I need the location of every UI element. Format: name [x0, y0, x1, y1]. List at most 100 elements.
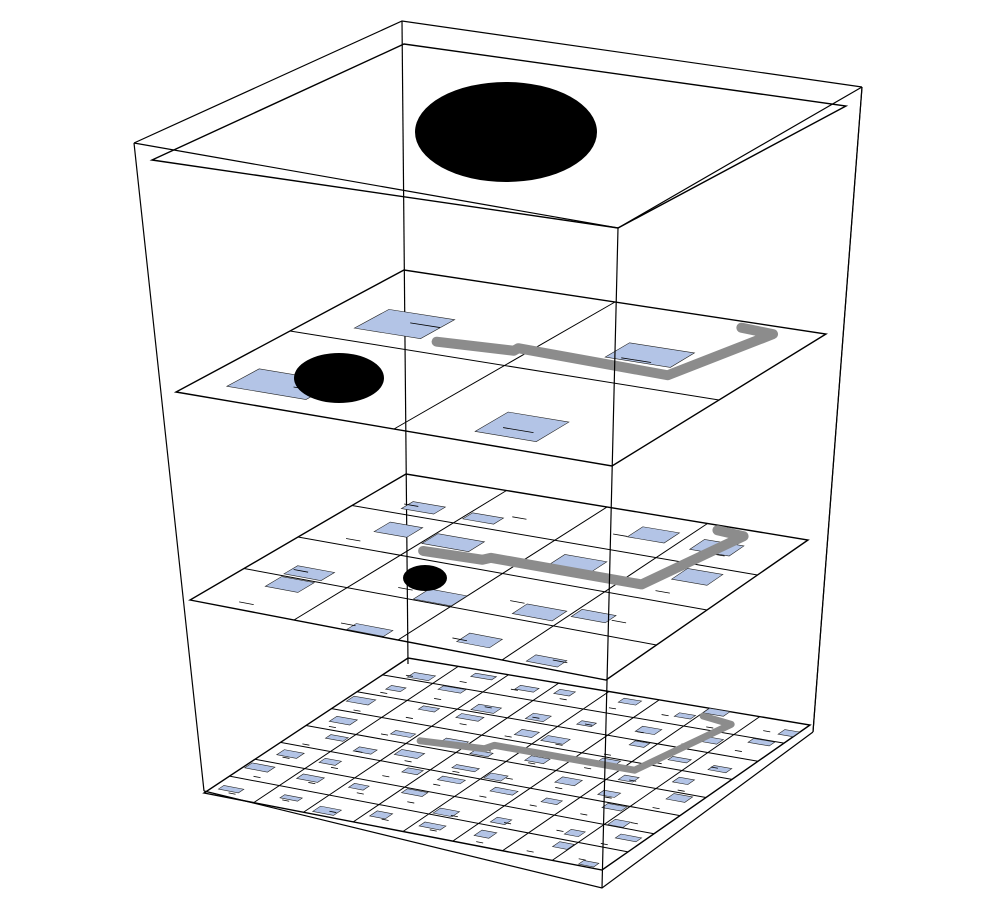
cell-tick	[353, 709, 361, 712]
cell-tick	[613, 533, 628, 537]
cell-tick	[407, 801, 415, 804]
cell-rect	[311, 805, 343, 816]
cell-tick	[503, 427, 534, 434]
cell-rect	[283, 565, 336, 581]
route-path	[418, 525, 749, 590]
cell-rect	[673, 712, 697, 720]
cell-rect	[601, 803, 628, 812]
cell-tick	[600, 843, 608, 846]
cell-rect	[373, 521, 424, 538]
cell-rect	[461, 512, 505, 525]
cell-tick	[608, 707, 617, 710]
cell-tick	[340, 622, 356, 627]
plane-outline	[202, 657, 812, 871]
grid-line	[356, 691, 759, 762]
cell-tick	[452, 770, 460, 773]
cell-rect	[596, 789, 622, 798]
cell-rect	[524, 712, 553, 723]
cell-rect	[353, 309, 456, 339]
cell-rect	[347, 783, 370, 791]
cell-tick	[228, 792, 236, 795]
cell-tick	[555, 743, 563, 746]
cell-tick	[452, 637, 468, 642]
cell-tick	[629, 779, 637, 782]
grid-line	[289, 330, 720, 401]
plane-outline	[173, 269, 828, 467]
cell-tick	[630, 822, 638, 825]
cell-tick	[529, 804, 537, 807]
cell-tick	[604, 796, 612, 799]
cell-tick	[584, 723, 593, 726]
cell-tick	[476, 841, 484, 844]
cell-rect	[432, 807, 461, 818]
cell-tick	[552, 659, 568, 664]
grid-line	[305, 725, 707, 798]
cell-tick	[484, 706, 492, 709]
cell-tick	[710, 766, 718, 769]
grid-line	[382, 674, 785, 744]
cell-tick	[504, 735, 512, 738]
cell-tick	[559, 698, 567, 701]
cell-rect	[525, 654, 568, 668]
cell-tick	[621, 357, 652, 363]
cell-rect	[628, 740, 651, 748]
cell-rect	[614, 833, 643, 843]
cell-rect	[617, 697, 643, 706]
cell-rect	[570, 609, 617, 624]
cell-tick	[328, 725, 336, 728]
cell-rect	[552, 688, 577, 697]
cell-tick	[706, 726, 714, 729]
cell-rect	[670, 568, 724, 586]
cell-rect	[513, 729, 541, 738]
cell-rect	[665, 793, 694, 803]
cell-tick	[532, 716, 540, 719]
route-path	[431, 322, 779, 381]
cell-tick	[330, 766, 339, 769]
cell-tick	[346, 538, 361, 542]
cluster-blob	[403, 565, 447, 591]
cell-rect	[436, 775, 467, 785]
cell-rect	[606, 818, 632, 828]
cell-rect	[400, 501, 447, 515]
outer-box-front-edges	[133, 86, 863, 889]
layer-medium	[188, 473, 810, 681]
cell-rect	[469, 672, 498, 681]
cell-rect	[563, 828, 586, 838]
cell-tick	[410, 322, 441, 328]
cell-tick	[661, 714, 669, 717]
cell-rect	[551, 841, 576, 850]
cell-rect	[400, 788, 429, 797]
cell-tick	[652, 807, 660, 810]
cell-tick	[404, 503, 419, 507]
cell-rect	[455, 713, 485, 722]
cell-rect	[604, 342, 696, 368]
cell-tick	[584, 767, 592, 770]
cell-rect	[474, 411, 570, 442]
cell-rect	[324, 734, 350, 742]
cell-rect	[511, 603, 568, 622]
route-path	[416, 712, 735, 774]
cell-rect	[575, 720, 598, 727]
cell-rect	[437, 685, 467, 694]
cell-rect	[554, 776, 584, 787]
cell-tick	[433, 783, 441, 786]
cell-tick	[510, 688, 518, 691]
cell-tick	[355, 750, 363, 753]
cell-tick	[282, 799, 290, 802]
cell-rect	[540, 735, 571, 745]
cell-tick	[655, 590, 670, 594]
cell-rect	[279, 794, 304, 802]
cell-tick	[611, 619, 627, 624]
cell-tick	[459, 723, 467, 726]
cell-rect	[469, 749, 494, 758]
cell-rect	[389, 730, 417, 738]
grid-line	[551, 716, 761, 861]
cell-rect	[707, 765, 733, 774]
cell-rect	[352, 746, 378, 755]
cell-rect	[421, 533, 486, 552]
cell-rect	[384, 685, 407, 693]
grid-line	[297, 536, 708, 611]
cell-rect	[473, 829, 498, 839]
cell-rect	[540, 797, 564, 805]
cell-tick	[526, 850, 534, 853]
